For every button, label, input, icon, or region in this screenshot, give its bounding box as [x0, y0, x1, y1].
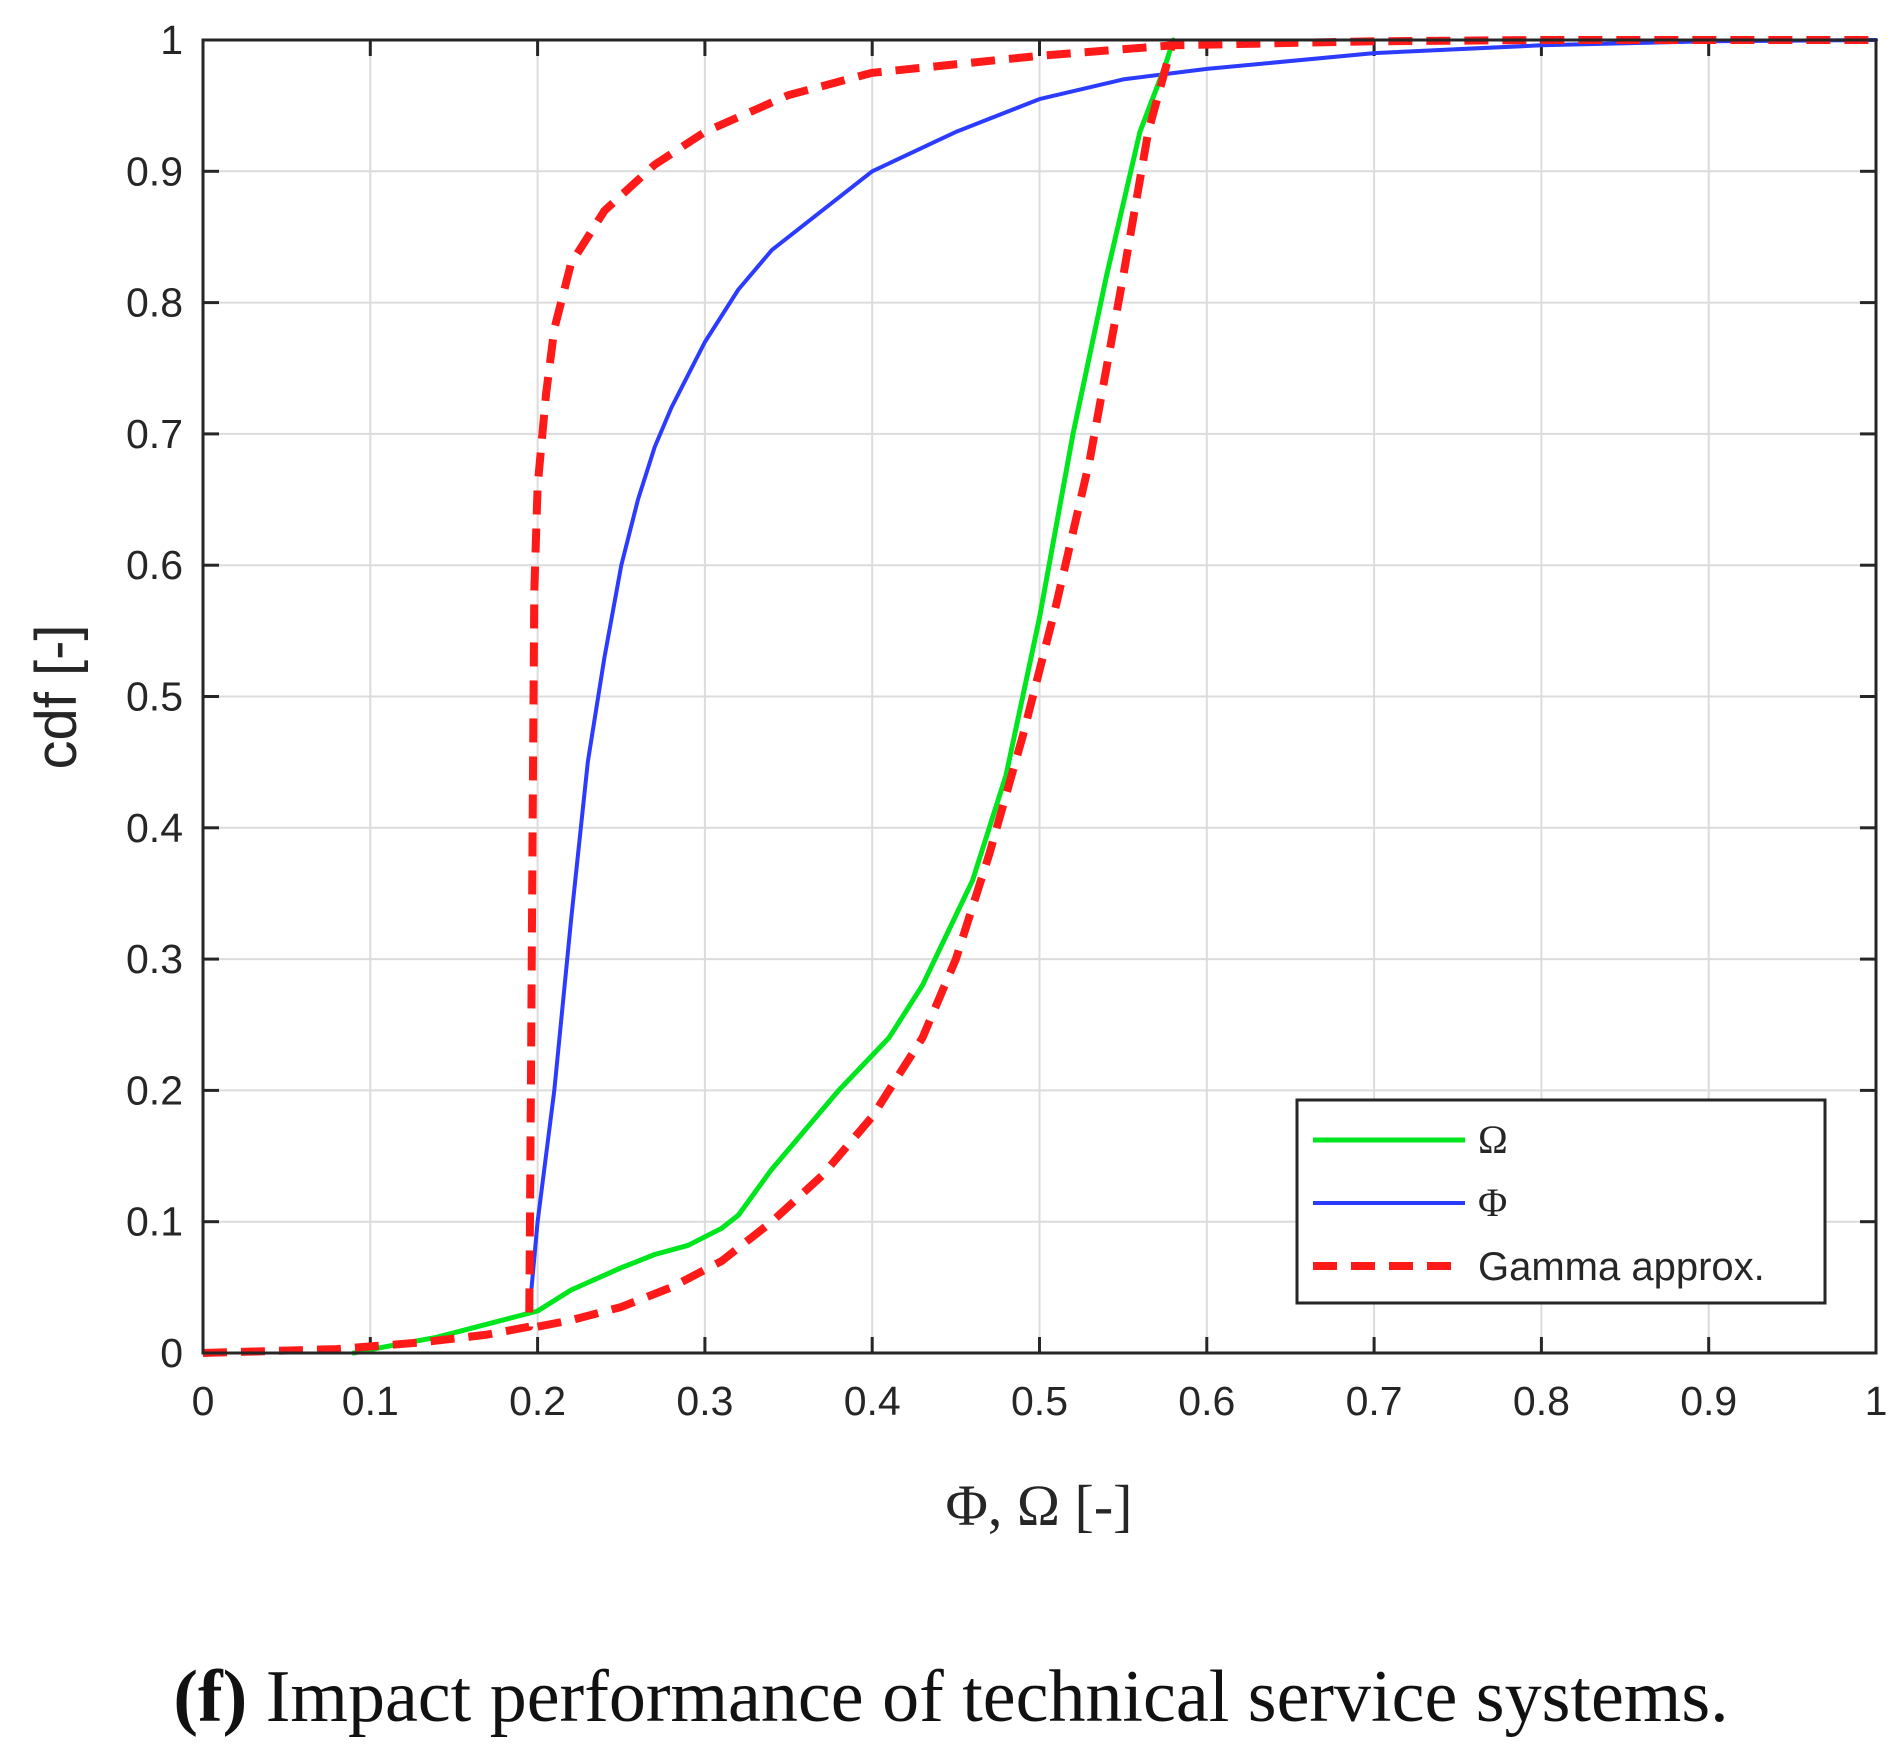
- series-line-gamma-omega-fit: [536, 38, 1178, 1331]
- x-tick-label: 0.8: [1513, 1378, 1570, 1424]
- y-tick-label: 0.6: [126, 542, 183, 588]
- legend: Ω Φ Gamma approx.: [1295, 1098, 1827, 1305]
- x-tick-labels: 0 0.1 0.2 0.3 0.4 0.5 0.6 0.7 0.8 0.9 1: [192, 1378, 1888, 1424]
- y-tick-label: 0: [160, 1330, 183, 1376]
- x-tick-label: 0.1: [342, 1378, 399, 1424]
- legend-label-phi: Φ: [1478, 1180, 1507, 1225]
- x-tick-label: 0.2: [509, 1378, 566, 1424]
- x-tick-label: 0.4: [844, 1378, 901, 1424]
- x-tick-label: 0.7: [1346, 1378, 1403, 1424]
- series-line-phi: [527, 38, 1878, 1316]
- y-tick-label: 0.3: [126, 936, 183, 982]
- series-line-omega: [351, 37, 1176, 1356]
- figure-caption: (f) Impact performance of technical serv…: [0, 1655, 1902, 1740]
- y-tick-label: 0.2: [126, 1067, 183, 1113]
- y-tick-label: 0.8: [126, 280, 183, 326]
- plot-frame: [201, 38, 1878, 1355]
- x-axis-label: Φ, Ω [-]: [946, 1473, 1133, 1538]
- x-tick-label: 0.9: [1680, 1378, 1737, 1424]
- y-tick-label: 0.7: [126, 411, 183, 457]
- legend-label-omega: Ω: [1478, 1117, 1508, 1162]
- y-tick-label: 0.1: [126, 1199, 183, 1245]
- caption-letter: (f): [173, 1656, 248, 1738]
- cdf-chart: 0 0.1 0.2 0.3 0.4 0.5 0.6 0.7 0.8 0.9 1 0 0.1 0.2 0.3…: [24, 17, 1888, 1538]
- series-layer: [202, 36, 1878, 1357]
- y-tick-labels: 0 0.1 0.2 0.3 0.4 0.5 0.6 0.7 0.8 0.9 1: [126, 17, 183, 1376]
- x-tick-label: 0.6: [1178, 1378, 1235, 1424]
- x-tick-label: 0.5: [1011, 1378, 1068, 1424]
- series-line-gamma-phi-fit: [202, 36, 1876, 1357]
- x-tick-label: 0.3: [676, 1378, 733, 1424]
- legend-label-gamma: Gamma approx.: [1478, 1245, 1765, 1289]
- y-tick-label: 0.9: [126, 148, 183, 194]
- y-tick-label: 0.4: [126, 805, 183, 851]
- y-tick-label: 0.5: [126, 674, 183, 720]
- y-axis-label: cdf [-]: [24, 624, 89, 769]
- x-tick-label: 1: [1865, 1378, 1888, 1424]
- x-tick-label: 0: [192, 1378, 215, 1424]
- caption-text: Impact performance of technical service …: [247, 1656, 1729, 1738]
- y-tick-label: 1: [160, 17, 183, 63]
